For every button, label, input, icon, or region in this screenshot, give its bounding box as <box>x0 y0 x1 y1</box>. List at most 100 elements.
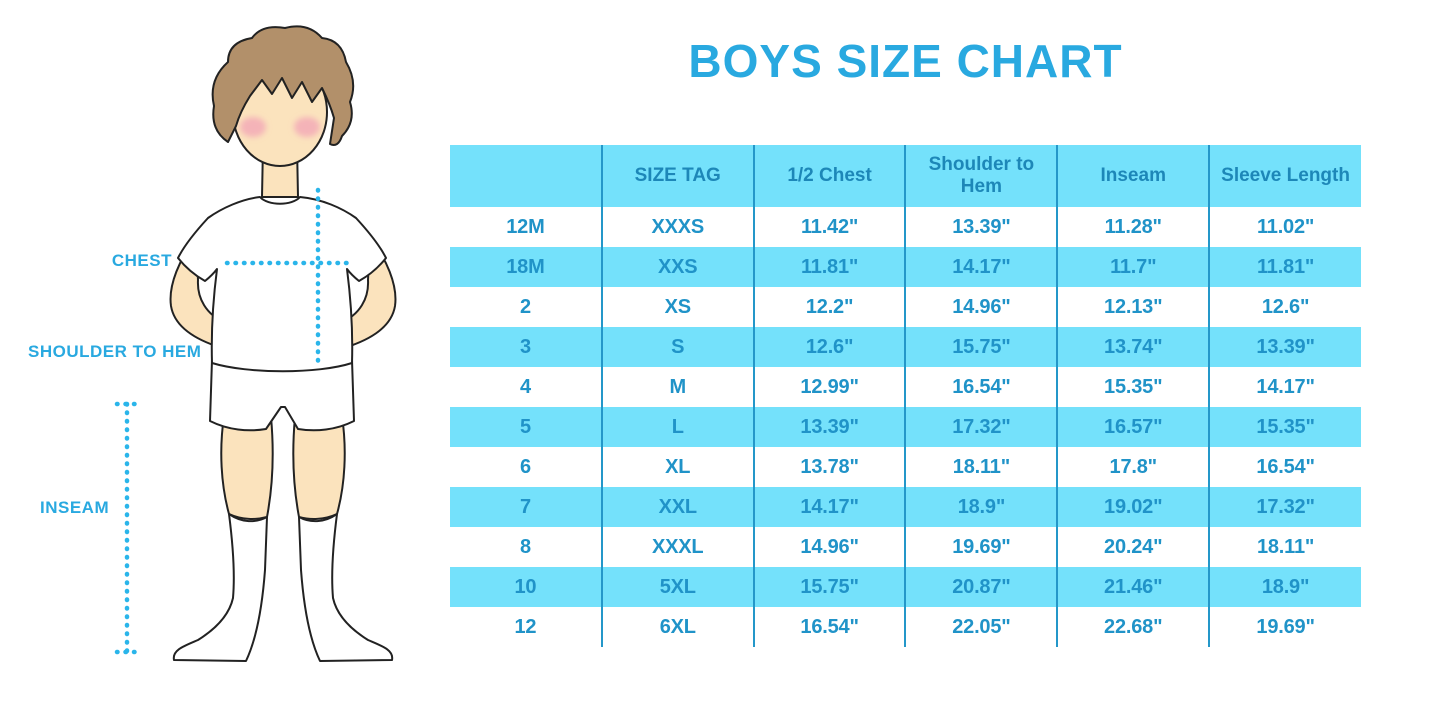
table-cell: 11.02" <box>1208 207 1361 247</box>
table-row: 12 6XL 16.54" 22.05" 22.68" 19.69" <box>450 607 1361 647</box>
table-cell: 5 <box>519 415 531 438</box>
table-cell: 13.39" <box>904 207 1058 247</box>
table-cell: 17.8" <box>1056 447 1210 487</box>
table-cell: 18.11" <box>1208 527 1361 567</box>
table-cell: 12.99" <box>752 367 906 407</box>
table-row: 18M XXS 11.81" 14.17" 11.7" 11.81" <box>450 247 1361 287</box>
boy-blush <box>240 117 320 137</box>
table-cell: 15.75" <box>904 327 1058 367</box>
table-cell: 10 <box>514 575 537 598</box>
table-cell: L <box>600 407 754 447</box>
boy-right-leg <box>292 415 346 520</box>
table-row: 12M XXXS 11.42" 13.39" 11.28" 11.02" <box>450 207 1361 247</box>
boy-left-leg <box>220 415 274 520</box>
page-title: BOYS SIZE CHART <box>688 35 1123 87</box>
table-cell: 3 <box>519 335 531 358</box>
table-cell: 6XL <box>600 607 754 647</box>
table-cell: 18.9" <box>904 487 1058 527</box>
table-body: 12M XXXS 11.42" 13.39" 11.28" 11.02" 18M XXS 11.… <box>450 207 1361 647</box>
table-cell: XXXS <box>600 207 754 247</box>
header-row: SIZE TAG 1/2 Chest Shoulder to Hem Insea… <box>450 145 1361 207</box>
table-cell: 18M <box>506 255 545 278</box>
table-cell: 11.42" <box>752 207 906 247</box>
table-row: 6 XL 13.78" 18.11" 17.8" 16.54" <box>450 447 1361 487</box>
table-cell: 14.17" <box>752 487 906 527</box>
boy-shorts <box>209 359 355 432</box>
table-cell: 20.87" <box>904 567 1058 607</box>
table-cell: 16.54" <box>752 607 906 647</box>
table-cell: 20.24" <box>1056 527 1210 567</box>
table-cell: M <box>600 367 754 407</box>
chest-label: CHEST <box>111 251 172 270</box>
table-cell: 12.6" <box>752 327 906 367</box>
table-row: 10 5XL 15.75" 20.87" 21.46" 18.9" <box>450 567 1361 607</box>
inseam-label: INSEAM <box>40 498 110 517</box>
table-cell: 16.54" <box>904 367 1058 407</box>
table-cell: XXS <box>600 247 754 287</box>
table-cell: 11.28" <box>1056 207 1210 247</box>
boy-right-sock <box>298 513 394 662</box>
table-cell: 16.54" <box>1208 447 1361 487</box>
table-cell: 7 <box>519 495 531 518</box>
table-cell: 11.7" <box>1056 247 1210 287</box>
table-row: 7 XXL 14.17" 18.9" 19.02" 17.32" <box>450 487 1361 527</box>
table-cell: 21.46" <box>1056 567 1210 607</box>
table-cell: 19.69" <box>1208 607 1361 647</box>
table-cell: 14.96" <box>752 527 906 567</box>
table-cell: 15.35" <box>1208 407 1361 447</box>
header-cell-inseam: Inseam <box>1056 145 1210 207</box>
header-cell-shoulder-to-hem: Shoulder to Hem <box>904 145 1058 207</box>
table-cell: 13.74" <box>1056 327 1210 367</box>
table-cell: 13.39" <box>1208 327 1361 367</box>
table-cell: 22.05" <box>904 607 1058 647</box>
boy-tshirt <box>177 196 387 373</box>
header-cell-size-tag: SIZE TAG <box>600 145 754 207</box>
table-cell: 12.13" <box>1056 287 1210 327</box>
table-cell: 15.35" <box>1056 367 1210 407</box>
table-cell: 17.32" <box>1208 487 1361 527</box>
table-cell: 22.68" <box>1056 607 1210 647</box>
table-cell: 8 <box>519 535 531 558</box>
table-row: 5 L 13.39" 17.32" 16.57" 15.35" <box>450 407 1361 447</box>
boy-left-sock <box>172 513 268 662</box>
table-cell: 12.6" <box>1208 287 1361 327</box>
table-cell: S <box>600 327 754 367</box>
table-cell: 17.32" <box>904 407 1058 447</box>
table-cell: 12M <box>506 215 545 238</box>
header-cell-sleeve-length: Sleeve Length <box>1208 145 1361 207</box>
boy-right-arm <box>339 237 397 347</box>
table-cell: XS <box>600 287 754 327</box>
table-cell: 16.57" <box>1056 407 1210 447</box>
table-cell: 13.39" <box>752 407 906 447</box>
table-cell: 13.78" <box>752 447 906 487</box>
table-cell: XL <box>600 447 754 487</box>
table-cell: 11.81" <box>752 247 906 287</box>
shoulder-to-hem-label: SHOULDER TO HEM <box>28 342 202 361</box>
table-row: 8 XXXL 14.96" 19.69" 20.24" 18.11" <box>450 527 1361 567</box>
table-cell: 6 <box>519 455 531 478</box>
boy-illustration <box>114 25 397 662</box>
table-row: 2 XS 12.2" 14.96" 12.13" 12.6" <box>450 287 1361 327</box>
table-cell: 18.11" <box>904 447 1058 487</box>
header-cell-age-size <box>450 145 602 207</box>
table-row: 3 S 12.6" 15.75" 13.74" 13.39" <box>450 327 1361 367</box>
table-cell: 12 <box>514 615 537 638</box>
table-row: 4 M 12.99" 16.54" 15.35" 14.17" <box>450 367 1361 407</box>
table-cell: 14.17" <box>904 247 1058 287</box>
table-cell: 19.02" <box>1056 487 1210 527</box>
header-cell-half-chest: 1/2 Chest <box>752 145 906 207</box>
table-cell: 4 <box>519 375 531 398</box>
table-cell: XXL <box>600 487 754 527</box>
table-cell: 12.2" <box>752 287 906 327</box>
table-cell: 11.81" <box>1208 247 1361 287</box>
table-cell: 2 <box>519 295 531 318</box>
table-cell: 5XL <box>600 567 754 607</box>
table-cell: 15.75" <box>752 567 906 607</box>
table-cell: XXXL <box>600 527 754 567</box>
table-cell: 14.17" <box>1208 367 1361 407</box>
boy-hair <box>211 25 355 146</box>
table-cell: 18.9" <box>1208 567 1361 607</box>
table-cell: 14.96" <box>904 287 1058 327</box>
table-cell: 19.69" <box>904 527 1058 567</box>
